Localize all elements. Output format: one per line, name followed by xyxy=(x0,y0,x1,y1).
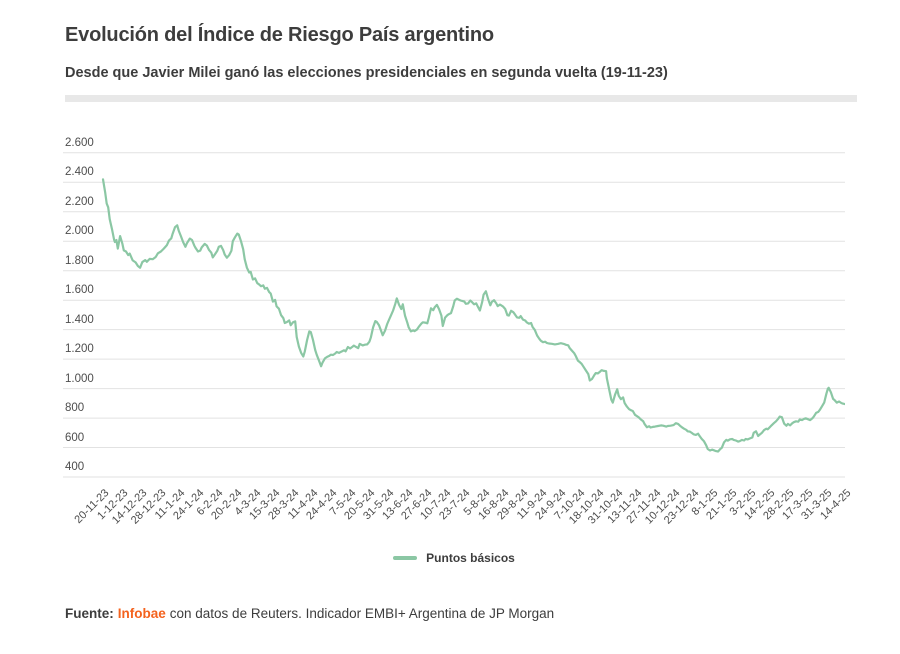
y-axis-label: 600 xyxy=(65,431,85,444)
gridlines xyxy=(63,152,845,478)
infobae-link[interactable]: Infobae xyxy=(117,606,166,621)
legend-line-swatch xyxy=(393,556,418,560)
plot-svg xyxy=(63,152,845,478)
y-axis-label: 2.200 xyxy=(65,195,94,208)
chart-legend: Puntos básicos xyxy=(63,551,845,565)
chart-subtitle: Desde que Javier Milei ganó las eleccion… xyxy=(65,65,668,81)
y-axis-label: 1.800 xyxy=(65,254,94,267)
y-axis-label: 1.400 xyxy=(65,313,94,326)
y-axis-label: 2.400 xyxy=(65,166,94,179)
y-axis-label: 2.600 xyxy=(65,136,94,149)
source-prefix: Fuente: xyxy=(65,606,114,621)
y-axis-label: 400 xyxy=(65,461,85,473)
risk-index-line xyxy=(101,178,845,453)
y-axis-label: 1.200 xyxy=(65,343,94,356)
y-axis-label: 2.000 xyxy=(65,225,94,238)
y-axis-label: 1.600 xyxy=(65,284,94,297)
source-note: Fuente: Infobae con datos de Reuters. In… xyxy=(65,606,554,621)
header-separator xyxy=(65,95,857,102)
legend-label: Puntos básicos xyxy=(426,551,515,565)
line-chart: 2.600 2.400 2.200 2.000 1.800 1.600 1.400 1.200… xyxy=(63,136,853,527)
source-rest: con datos de Reuters. Indicador EMBI+ Ar… xyxy=(169,606,555,621)
y-axis-label: 1.000 xyxy=(65,372,94,385)
page-title: Evolución del Índice de Riesgo País arge… xyxy=(65,24,494,46)
y-axis-label: 800 xyxy=(65,402,85,415)
